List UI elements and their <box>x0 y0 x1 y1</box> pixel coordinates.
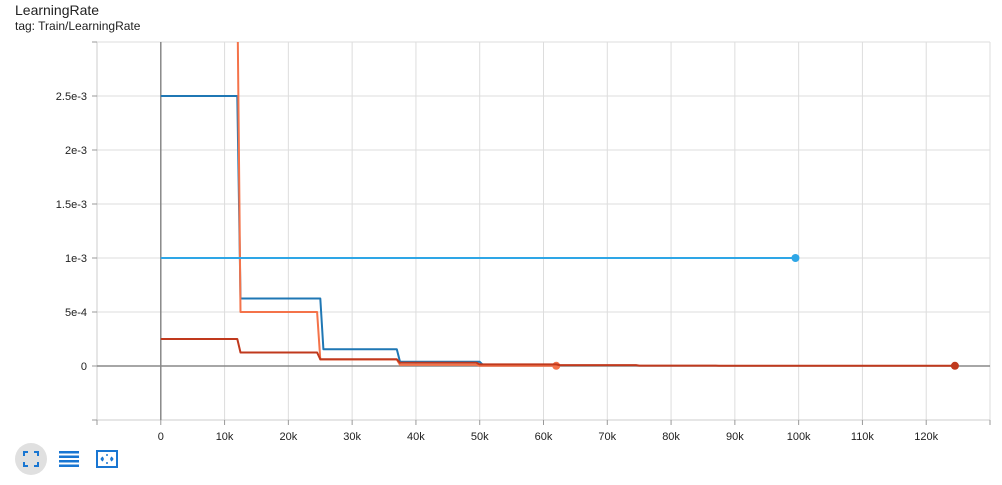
line-chart[interactable]: 0 10k 20k 30k 40k 50k 60k 70k 80k 90k 100k 110k 120k… <box>0 0 1002 440</box>
y-tick-label: 1.5e-3 <box>56 199 87 211</box>
x-tick-label: 20k <box>279 431 297 440</box>
x-tick-label: 100k <box>787 431 811 440</box>
series-line-4 <box>160 338 955 367</box>
x-tick-label: 80k <box>662 431 680 440</box>
x-tick-label: 60k <box>535 431 553 440</box>
toggle-log-scale-button[interactable] <box>53 443 85 475</box>
fit-domain-icon <box>96 450 118 468</box>
y-tick-label: 1e-3 <box>65 253 87 265</box>
series-end-marker-4 <box>950 361 959 370</box>
x-tick-label: 40k <box>407 431 425 440</box>
x-tick-label: 10k <box>216 431 234 440</box>
series-line-1 <box>160 95 557 366</box>
x-tick-label: 30k <box>343 431 361 440</box>
x-tick-label: 50k <box>471 431 489 440</box>
toggle-log-scale-icon <box>59 451 79 467</box>
fullscreen-icon <box>23 451 39 467</box>
y-tick-label: 2e-3 <box>65 145 87 157</box>
chart-title: LearningRate <box>15 2 100 18</box>
x-ticks: 0 10k 20k 30k 40k 50k 60k 70k 80k 90k 100k 110k 120k <box>96 420 991 440</box>
x-tick-label: 110k <box>851 431 875 440</box>
x-tick-label: 70k <box>598 431 616 440</box>
chart-toolbar <box>15 443 123 475</box>
y-tick-label: 5e-4 <box>65 307 87 319</box>
chart-subtitle: tag: Train/LearningRate <box>15 19 141 33</box>
series-line-2 <box>236 42 557 367</box>
fullscreen-button[interactable] <box>15 443 47 475</box>
fit-domain-button[interactable] <box>91 443 123 475</box>
y-ticks: 0 5e-4 1e-3 1.5e-3 2e-3 2.5e-3 <box>56 41 97 421</box>
x-tick-label: 120k <box>914 431 938 440</box>
series-group <box>160 42 959 370</box>
x-tick-label: 0 <box>158 431 164 440</box>
y-tick-label: 0 <box>81 361 87 373</box>
x-tick-label: 90k <box>726 431 744 440</box>
series-end-marker-3 <box>791 254 800 262</box>
y-tick-label: 2.5e-3 <box>56 91 87 103</box>
grid <box>96 41 991 421</box>
